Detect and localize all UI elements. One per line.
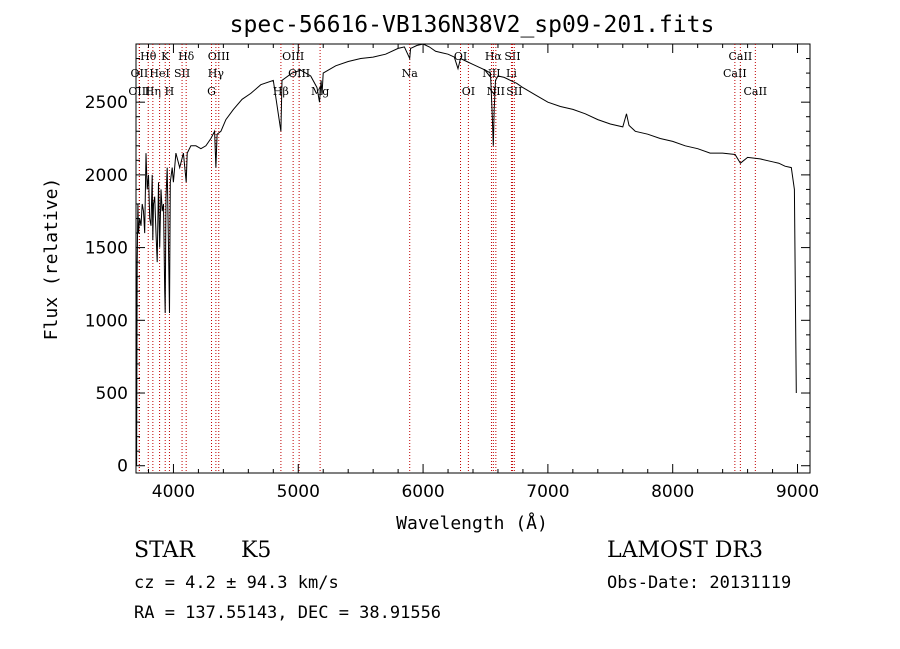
line-label-14: OIII xyxy=(288,67,310,80)
line-label-5: K xyxy=(161,50,170,63)
line-label-23: Li xyxy=(506,67,517,80)
x-tick-label-5: 9000 xyxy=(776,482,819,502)
line-label-20: NII xyxy=(482,67,500,80)
spectrum-line xyxy=(135,43,797,466)
line-label-0: Hθ xyxy=(140,50,157,63)
x-axis-label: Wavelength (Å) xyxy=(396,512,548,534)
y-tick-label-0: 0 xyxy=(117,457,128,477)
chart-title: spec-56616-VB136N38V2_sp09-201.fits xyxy=(230,12,715,38)
line-label-3: Hη xyxy=(145,85,161,98)
y-tick-label-3: 1500 xyxy=(85,239,128,259)
x-tick-label-1: 5000 xyxy=(277,482,320,502)
x-tick-label-2: 6000 xyxy=(401,482,444,502)
line-label-22: SII xyxy=(504,50,520,63)
x-tick-label-3: 7000 xyxy=(526,482,569,502)
object-class: STAR xyxy=(134,538,195,563)
line-marks: HθOIIOIIIHηHeIKSIIHHδOIIIHγGHβOIIIOIIIMg… xyxy=(128,44,767,473)
redshift-text: cz = 4.2 ± 94.3 km/s xyxy=(134,573,339,593)
y-tick-label-4: 2000 xyxy=(85,166,128,186)
x-tick-label-4: 8000 xyxy=(651,482,694,502)
line-label-2: OIII xyxy=(128,85,150,98)
ra-dec: RA = 137.55143, DEC = 38.91556 xyxy=(134,603,442,623)
line-label-6: SII xyxy=(174,67,190,80)
line-label-27: CaII xyxy=(743,85,767,98)
line-label-19: Hα xyxy=(485,50,503,63)
survey-name: LAMOST DR3 xyxy=(607,538,763,563)
line-label-10: Hγ xyxy=(208,67,225,80)
line-label-9: OIII xyxy=(208,50,230,63)
obs-date: Obs-Date: 20131119 xyxy=(607,573,792,593)
line-label-4: HeI xyxy=(149,67,169,80)
x-tick-label-0: 4000 xyxy=(152,482,195,502)
axis-ticks: 4000 5000 6000 7000 8000 9000 0 500 1000 1500 2000… xyxy=(85,44,819,502)
line-label-26: CaII xyxy=(723,67,747,80)
y-axis-label: Flux (relative) xyxy=(41,178,62,341)
line-label-13: OIII xyxy=(282,50,304,63)
line-label-12: Hβ xyxy=(273,85,289,98)
line-label-18: OI xyxy=(462,85,475,98)
line-label-8: Hδ xyxy=(178,50,195,63)
line-label-16: Na xyxy=(402,67,419,80)
y-tick-label-2: 1000 xyxy=(85,311,128,331)
line-label-11: G xyxy=(207,85,216,98)
y-tick-label-1: 500 xyxy=(96,384,128,404)
line-label-21: NII xyxy=(487,85,505,98)
line-label-24: SII xyxy=(506,85,522,98)
plot-frame xyxy=(135,43,811,474)
y-tick-label-5: 2500 xyxy=(85,93,128,113)
object-subclass: K5 xyxy=(241,538,272,563)
line-label-25: CaII xyxy=(729,50,753,63)
line-label-7: H xyxy=(165,85,175,98)
